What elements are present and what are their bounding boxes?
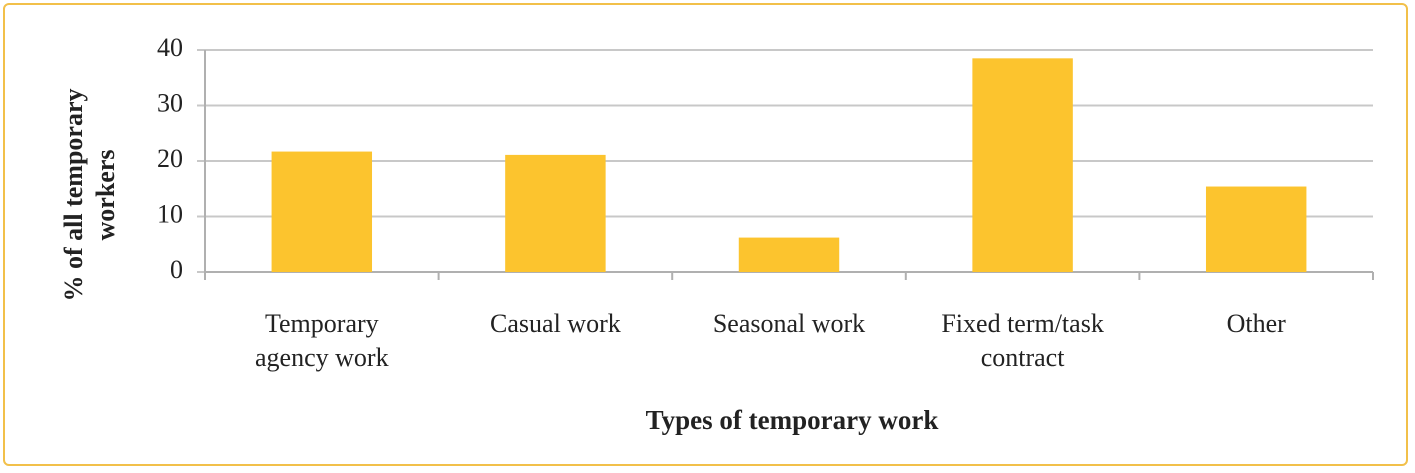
bar bbox=[972, 58, 1073, 273]
y-tick-label: 40 bbox=[157, 33, 183, 62]
y-tick-label: 20 bbox=[157, 144, 183, 173]
bar bbox=[505, 154, 606, 272]
y-tick-label: 30 bbox=[157, 88, 183, 117]
bar bbox=[738, 237, 840, 272]
chart: 0 10 20 30 40 bbox=[157, 33, 1374, 284]
x-tick-label: Casual work bbox=[490, 309, 621, 338]
bar bbox=[271, 151, 373, 272]
y-tick-label: 0 bbox=[170, 255, 183, 284]
x-tick-label: Fixed term/task contract bbox=[941, 309, 1104, 372]
bar bbox=[1205, 186, 1307, 272]
x-tick-label: Other bbox=[1226, 309, 1286, 338]
x-tick-label: Temporary agency work bbox=[255, 309, 389, 372]
y-axis-label: % of all temporary workers bbox=[59, 88, 120, 302]
x-axis-label: Types of temporary work bbox=[645, 405, 939, 435]
chart-frame: 0 10 20 30 40 % of all temporary workers Typ… bbox=[3, 3, 1408, 466]
x-tick-label: Seasonal work bbox=[712, 309, 866, 338]
y-tick-label: 10 bbox=[157, 199, 183, 228]
